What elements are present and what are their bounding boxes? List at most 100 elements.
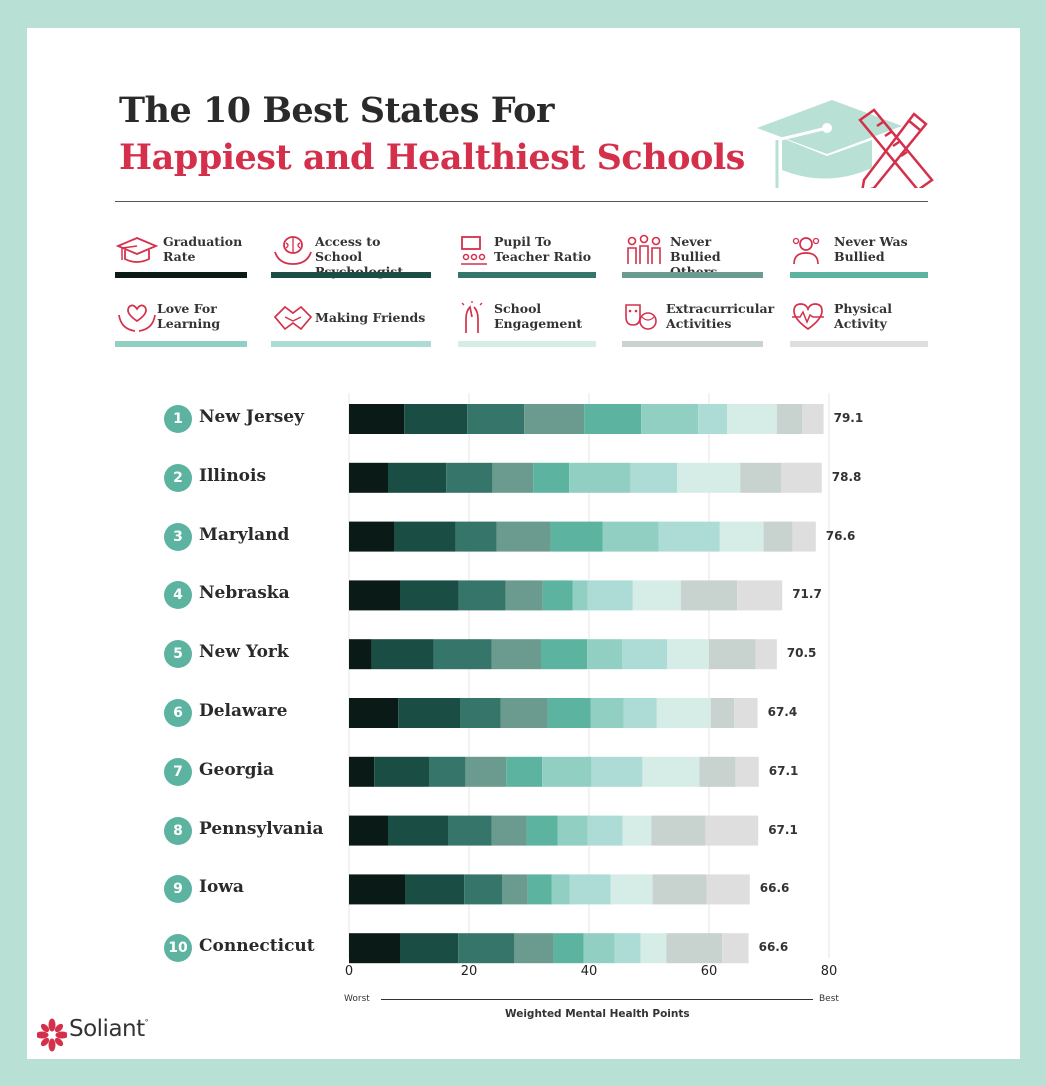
bar-segment [680, 580, 738, 611]
bar-segment [699, 756, 736, 787]
bar-segment [763, 521, 793, 552]
legend-swatch [115, 341, 247, 347]
bar-segment [458, 933, 514, 964]
rank-badge: 8 [164, 816, 192, 845]
legend-swatch [622, 272, 763, 278]
bar-segment [640, 933, 667, 964]
bar-segment [371, 639, 434, 670]
bar-segment [405, 874, 465, 905]
bar-segment [491, 639, 541, 670]
x-tick-label: 80 [820, 964, 838, 979]
soliant-logo-icon [37, 1018, 67, 1052]
x-tick-label: 40 [580, 964, 598, 979]
rank-badge: 7 [164, 757, 192, 786]
bar-segment [587, 639, 622, 670]
bar-segment [514, 933, 554, 964]
heartbeat-icon [792, 303, 824, 331]
title-divider [115, 201, 928, 202]
total-value-label: 78.8 [831, 469, 862, 484]
bar-segment [349, 756, 375, 787]
bar-segment [404, 404, 468, 434]
bar-segment [614, 933, 641, 964]
total-value-label: 66.6 [758, 940, 789, 955]
bar-segment [652, 874, 707, 905]
bar-segment [349, 404, 405, 434]
legend-physical-activity: Physical Activity [790, 301, 928, 351]
bar-segment [465, 756, 507, 787]
legend-label-line1: Access to School [315, 234, 381, 264]
bar-segment [630, 462, 678, 493]
bar-segment [349, 580, 400, 611]
bar-segment [524, 404, 585, 434]
bar-segment [433, 639, 492, 670]
total-value-label: 70.5 [786, 646, 817, 661]
x-tick-label: 0 [344, 964, 354, 979]
bar-segment [542, 756, 592, 787]
legend-label-line1: Extracurricular [666, 301, 775, 316]
rank-badge: 10 [164, 934, 192, 963]
state-name: Pennsylvania [199, 818, 324, 839]
legend-label-line1: Never Was [834, 234, 908, 249]
bar-segment [455, 521, 497, 552]
legend-label-line1: Graduation [163, 234, 243, 249]
bar-segment [656, 698, 711, 728]
bar-segment [557, 815, 588, 846]
legend-never-was-bullied: Never Was Bullied [790, 234, 928, 284]
bar-segment [374, 756, 430, 787]
bar-segment [349, 521, 394, 552]
bar-segment [388, 462, 447, 493]
bar-segment [719, 521, 764, 552]
scale-best-label: Best [819, 994, 839, 1004]
bar-segment [550, 521, 603, 552]
state-name: Connecticut [199, 936, 315, 957]
bar-segment [400, 933, 459, 964]
bar-segment [349, 815, 388, 846]
bar-segment [740, 462, 781, 493]
bar-segment [710, 698, 735, 728]
state-name: Delaware [199, 701, 288, 721]
person-icon [792, 237, 820, 265]
rank-badge: 1 [164, 405, 192, 433]
legend-swatch [458, 341, 596, 347]
legend-swatch [115, 272, 247, 278]
bar-segment [500, 698, 548, 728]
bar-segment [587, 580, 633, 611]
bar-segment [349, 874, 406, 905]
stacked-bar-chart [348, 393, 830, 964]
bar-segment [349, 933, 400, 964]
rank-badge: 3 [164, 522, 192, 551]
bar-segment [734, 698, 758, 728]
bar-segment [527, 874, 552, 905]
state-name: Nebraska [199, 583, 290, 604]
rank-badge: 2 [164, 463, 192, 492]
state-name: Georgia [199, 759, 274, 780]
x-tick-label: 60 [700, 964, 718, 979]
legend-label-line1: Physical [834, 301, 892, 316]
bar-segment [496, 521, 551, 552]
total-value-label: 67.1 [768, 822, 798, 837]
bar-segment [533, 462, 570, 493]
bar-segment [698, 404, 727, 434]
bar-segment [776, 404, 802, 434]
rank-badge: 4 [164, 581, 192, 610]
bar-segment [464, 874, 502, 905]
legend-love-for-learning: Love For Learning [115, 301, 247, 351]
legend-swatch [790, 272, 928, 278]
bar-segment [632, 580, 681, 611]
rank-badge: 5 [164, 640, 192, 669]
bar-segment [622, 639, 667, 670]
bar-segment [705, 815, 759, 846]
legend-extracurricular-activities: Extracurricular Activities [622, 301, 774, 351]
rank-badge: 9 [164, 875, 192, 904]
bar-segment [460, 698, 501, 728]
bar-segment [388, 815, 448, 846]
bar-segment [569, 874, 611, 905]
bar-segment [394, 521, 456, 552]
bar-segment [492, 462, 534, 493]
legend-label-line2: Engagement [494, 316, 583, 331]
bar-segment [569, 462, 631, 493]
bar-segment [506, 756, 543, 787]
bar-segment [677, 462, 741, 493]
legend-swatch [271, 341, 431, 347]
brand-name: Soliant° [69, 1016, 149, 1042]
